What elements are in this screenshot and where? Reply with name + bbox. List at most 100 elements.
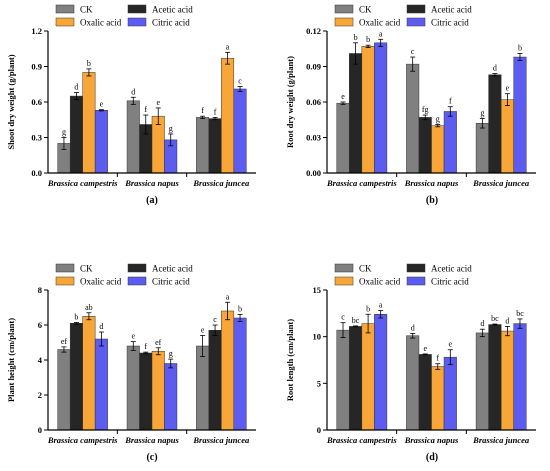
bar [475, 332, 489, 431]
bar [406, 63, 420, 174]
bar [69, 323, 83, 431]
significance-letter: f [201, 106, 204, 115]
legend: CK Acetic acid Oxalic acid Citric acid [55, 263, 193, 287]
significance-letter: d [99, 322, 103, 331]
legend-swatch [55, 263, 75, 273]
bar [336, 329, 350, 431]
category-label: Brassica campestris [326, 178, 397, 188]
significance-letter: c [213, 315, 217, 324]
y-tick-label: 0 [38, 425, 42, 435]
bar [221, 57, 235, 174]
legend-label: Oxalic acid [80, 277, 122, 287]
bar [488, 324, 502, 431]
category-label: Brassica juncea [472, 178, 530, 188]
legend-label: Acetic acid [152, 5, 193, 15]
legend-swatch [334, 17, 354, 27]
significance-letter: e [156, 98, 160, 107]
bar [57, 349, 71, 431]
y-tick-label: 1.2 [31, 26, 42, 36]
legend-swatch [406, 17, 426, 27]
legend-swatch [127, 263, 147, 273]
significance-letter: d [480, 319, 484, 328]
legend-swatch [55, 4, 75, 14]
bar [126, 100, 140, 174]
y-tick-label: 0.09 [306, 62, 321, 72]
significance-letter: f [436, 354, 439, 363]
legend-swatch [406, 4, 426, 14]
significance-letter: c [411, 47, 415, 56]
bar [500, 99, 514, 174]
significance-letter: e [506, 84, 510, 93]
y-tick-label: 10 [313, 332, 322, 342]
bar [475, 123, 489, 174]
significance-letter: bc [352, 316, 360, 325]
bar [233, 88, 247, 174]
category-label: Brassica napus [124, 178, 179, 188]
bar [513, 56, 527, 174]
bar [336, 102, 350, 174]
bar [94, 338, 108, 431]
legend: CK Acetic acid Oxalic acid Citric acid [55, 4, 193, 28]
chart-panel-1: 0.0 0.3 0.6 0.9 1.2 Shoot dry weight (g/plant… [6, 4, 256, 206]
significance-letter: f [144, 105, 147, 114]
panel-caption: (a) [146, 195, 158, 206]
legend-label: Oxalic acid [359, 18, 401, 28]
significance-letter: b [366, 304, 370, 313]
y-axis-label: Root dry weight (g/plant) [285, 56, 295, 148]
significance-letter: b [354, 33, 358, 42]
significance-letter: d [493, 64, 497, 73]
bar [374, 314, 388, 431]
significance-letter: b [74, 312, 78, 321]
significance-letter: g [436, 114, 440, 123]
panel-caption: (d) [426, 452, 438, 463]
significance-letter: e [423, 344, 427, 353]
legend-swatch [55, 276, 75, 286]
significance-letter: e [131, 332, 135, 341]
significance-letter: b [366, 35, 370, 44]
bar [82, 316, 96, 431]
significance-letter: fg [422, 105, 429, 114]
bar [69, 95, 83, 174]
significance-letter: f [449, 97, 452, 106]
y-tick-label: 4 [38, 355, 43, 365]
significance-letter: d [74, 83, 78, 92]
bar [196, 345, 210, 431]
significance-letter: a [379, 301, 383, 310]
bar [418, 354, 432, 431]
legend: CK Acetic acid Oxalic acid Citric acid [334, 264, 472, 287]
significance-letter: b [238, 305, 242, 314]
bar [139, 352, 153, 431]
legend-label: CK [359, 5, 372, 15]
significance-letter: a [226, 292, 230, 301]
significance-letter: ab [85, 303, 93, 312]
legend-label: Citric acid [431, 18, 469, 28]
legend-label: CK [80, 5, 93, 15]
category-label: Brassica napus [404, 178, 459, 188]
bar [94, 110, 108, 174]
bar [431, 125, 445, 174]
significance-letter: e [201, 326, 205, 335]
bar [151, 351, 165, 431]
bar [349, 53, 363, 174]
significance-letter: g [480, 109, 484, 118]
y-tick-label: 0.06 [306, 97, 321, 107]
significance-letter: ef [61, 337, 68, 346]
bar [126, 345, 140, 431]
significance-letter: ef [155, 338, 162, 347]
y-axis-label: Plant height (cm/plant) [6, 318, 16, 402]
bar [513, 323, 527, 431]
bar [361, 323, 375, 431]
legend-label: Oxalic acid [359, 277, 401, 287]
chart-panel-2: 0.00 0.03 0.06 0.09 0.12 Root dry weight (g/p… [285, 4, 536, 206]
panel-caption: (c) [146, 452, 157, 463]
legend-label: Oxalic acid [80, 18, 122, 28]
y-tick-label: 0.12 [306, 26, 321, 36]
y-tick-label: 0.0 [31, 168, 42, 178]
y-tick-label: 0.6 [31, 97, 42, 107]
legend-label: Acetic acid [152, 264, 193, 274]
bar [208, 118, 222, 174]
significance-letter: b [518, 43, 522, 52]
